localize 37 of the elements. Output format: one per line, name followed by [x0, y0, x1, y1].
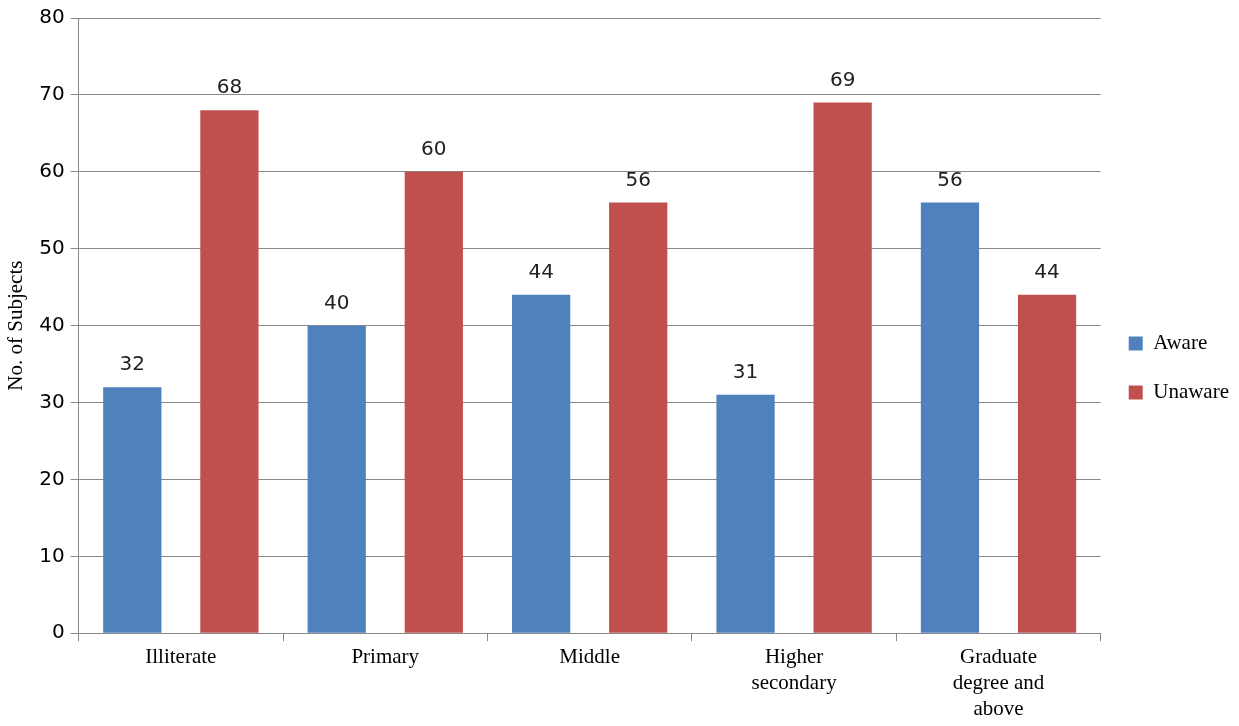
data-label: 68 — [216, 74, 243, 99]
y-tick-label: 50 — [39, 234, 65, 259]
x-tick-label: Primary — [351, 643, 420, 668]
y-tick-label: 40 — [39, 311, 65, 336]
x-tick-label: Middle — [559, 643, 621, 668]
y-tick-label: 10 — [39, 542, 65, 567]
data-label: 44 — [528, 259, 554, 284]
data-label: 40 — [323, 289, 350, 314]
bar — [1017, 294, 1077, 633]
data-label: 69 — [829, 66, 856, 91]
data-label: 60 — [421, 136, 447, 161]
data-label: 56 — [937, 166, 963, 191]
y-tick-label: 70 — [39, 81, 65, 106]
y-axis-title: No. of Subjects — [3, 260, 28, 391]
bar — [920, 202, 980, 633]
bar — [103, 387, 162, 633]
x-tick-label: Higher secondary — [751, 643, 838, 695]
x-tick-label: Illiterate — [145, 643, 217, 668]
data-label: 31 — [732, 359, 759, 384]
bar — [813, 102, 872, 633]
y-tick-label: 60 — [39, 158, 65, 183]
data-label: 56 — [625, 166, 651, 191]
bar — [512, 294, 571, 633]
y-tick-label: 20 — [39, 465, 65, 490]
y-tick-label: 30 — [39, 388, 65, 413]
y-tick-label: 0 — [51, 619, 65, 644]
data-label: 32 — [119, 351, 146, 376]
data-label: 44 — [1034, 259, 1060, 284]
bar — [609, 202, 668, 633]
bar — [404, 171, 463, 633]
bar — [716, 394, 775, 633]
y-tick-label: 80 — [39, 4, 65, 29]
legend-label: Unaware — [1153, 379, 1230, 404]
x-tick-label: Graduate degree and above — [952, 643, 1045, 721]
legend-label: Aware — [1153, 330, 1208, 355]
bar — [307, 325, 366, 633]
bar — [200, 110, 259, 633]
